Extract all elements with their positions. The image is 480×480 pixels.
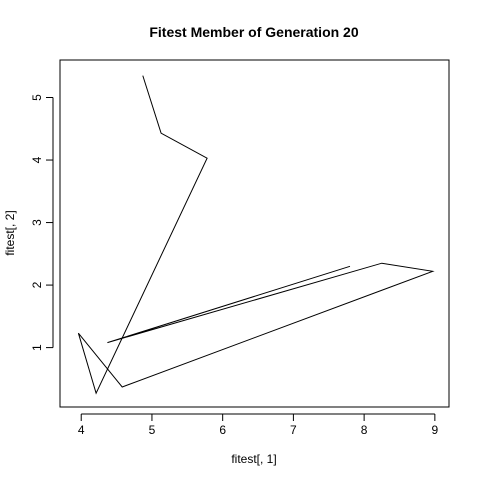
- x-tick-label: 4: [78, 423, 85, 437]
- series-line: [77, 75, 435, 395]
- x-axis-label: fitest[, 1]: [231, 452, 276, 466]
- y-axis-label: fitest[, 2]: [3, 210, 17, 255]
- y-tick-label: 5: [30, 94, 44, 101]
- x-tick-label: 5: [149, 423, 156, 437]
- series-group: [77, 75, 435, 395]
- y-tick-label: 3: [30, 219, 44, 226]
- x-tick-label: 9: [432, 423, 439, 437]
- y-tick-label: 2: [30, 281, 44, 288]
- y-axis: 1 2 3 4 5: [30, 94, 54, 351]
- x-tick-label: 7: [290, 423, 297, 437]
- chart-title: Fitest Member of Generation 20: [149, 24, 358, 40]
- x-tick-label: 6: [219, 423, 226, 437]
- x-tick-label: 8: [361, 423, 368, 437]
- y-tick-label: 4: [30, 156, 44, 163]
- y-tick-label: 1: [30, 344, 44, 351]
- plot-frame: [59, 59, 450, 408]
- x-axis: 4 5 6 7 8 9: [78, 413, 439, 437]
